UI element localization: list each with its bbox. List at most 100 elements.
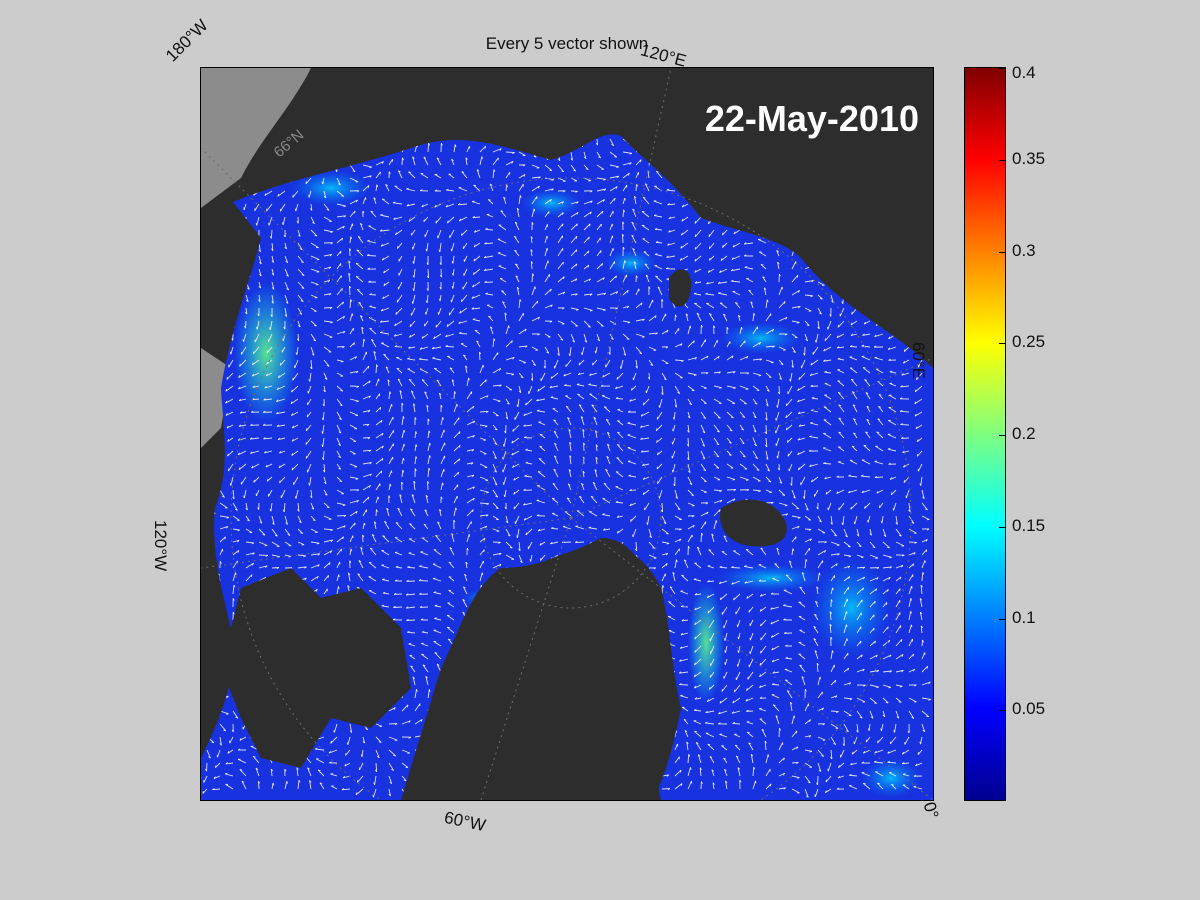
vector-arrow-head <box>358 236 361 238</box>
vector-arrow <box>675 94 680 100</box>
vector-arrow <box>336 190 345 197</box>
vector-arrow-head <box>640 437 643 440</box>
vector-arrow <box>452 255 455 264</box>
vector-arrow <box>916 164 923 173</box>
vector-arrow-head <box>259 274 262 277</box>
vector-arrow <box>402 87 407 94</box>
vector-arrow <box>862 367 871 374</box>
vector-arrow-head <box>536 85 538 86</box>
vector-arrow-head <box>645 274 649 277</box>
vector-arrow <box>401 429 405 439</box>
vector-arrow-head <box>253 479 255 483</box>
vector-arrow <box>479 424 488 427</box>
vector-arrow-head <box>236 287 240 290</box>
vector-arrow-head <box>627 172 630 176</box>
vector-arrow <box>381 307 390 312</box>
vector-arrow <box>760 264 767 270</box>
vector-arrow <box>361 113 363 119</box>
vector-arrow-head <box>524 474 527 477</box>
vector-arrow <box>759 251 767 257</box>
vector-arrow <box>478 352 481 361</box>
vector-arrow-head <box>338 467 342 470</box>
vector-arrow-head <box>266 361 269 365</box>
vector-arrow <box>323 253 333 257</box>
vector-arrow-head <box>324 377 328 380</box>
vector-arrow <box>866 405 871 413</box>
vector-arrow-head <box>617 431 620 434</box>
vector-arrow <box>861 345 871 348</box>
vector-arrow-head <box>376 364 379 368</box>
vector-arrow <box>453 444 461 452</box>
vector-arrow <box>791 489 796 499</box>
vector-arrow <box>776 250 780 257</box>
vector-arrow <box>605 469 611 478</box>
vector-arrow <box>323 203 330 211</box>
vector-arrow-head <box>716 443 720 446</box>
vector-arrow-head <box>363 144 367 147</box>
vector-arrow-head <box>740 79 741 81</box>
vector-arrow-head <box>830 522 833 525</box>
vector-arrow <box>563 372 572 377</box>
vector-arrow <box>467 100 474 106</box>
vector-arrow-head <box>291 438 294 442</box>
vector-arrow-head <box>652 79 654 80</box>
vector-arrow-head <box>389 92 391 94</box>
vector-arrow <box>830 587 834 595</box>
vector-arrow-head <box>706 193 709 196</box>
vector-arrow <box>901 70 909 74</box>
vector-arrow-head <box>694 206 697 210</box>
vector-arrow-head <box>552 129 553 131</box>
vector-arrow-head <box>587 250 590 254</box>
vector-arrow <box>502 87 506 92</box>
vector-arrow <box>447 216 455 224</box>
vector-arrow-head <box>658 405 661 408</box>
vector-arrow <box>641 211 650 218</box>
vector-arrow <box>671 450 676 459</box>
vector-arrow <box>890 177 897 183</box>
vector-arrow-head <box>575 236 578 239</box>
vector-arrow-head <box>702 444 705 447</box>
vector-arrow-head <box>703 480 707 483</box>
vector-arrow <box>601 372 611 378</box>
vector-arrow-head <box>703 417 706 419</box>
vector-arrow <box>406 619 416 621</box>
vector-arrow <box>837 369 845 374</box>
vector-arrow <box>355 262 364 270</box>
vector-arrow-head <box>247 274 251 278</box>
vector-arrow-head <box>498 541 501 544</box>
vector-arrow <box>219 294 228 300</box>
vector-arrow <box>393 202 403 205</box>
vector-arrow-head <box>480 94 482 96</box>
vector-arrow-head <box>901 554 905 557</box>
vector-arrow <box>415 100 423 104</box>
vector-arrow-head <box>825 89 826 91</box>
vector-arrow <box>423 156 429 166</box>
vector-arrow-head <box>913 72 915 73</box>
vector-arrow <box>557 177 566 182</box>
vector-arrow-head <box>343 515 347 518</box>
vector-arrow <box>454 100 462 104</box>
vector-arrow <box>609 235 613 244</box>
vector-arrow <box>595 346 598 354</box>
vector-arrow <box>640 437 650 440</box>
vector-arrow <box>539 113 545 116</box>
vector-arrow-head <box>823 359 826 362</box>
vector-arrow <box>779 72 787 74</box>
vector-arrow-head <box>481 156 483 159</box>
vector-arrow <box>622 172 630 179</box>
vector-arrow <box>763 287 767 296</box>
vector-arrow-head <box>708 549 712 551</box>
vector-arrow <box>648 134 656 140</box>
vector-arrow-head <box>413 480 416 484</box>
vector-arrow <box>861 459 871 465</box>
vector-arrow <box>731 268 741 272</box>
vector-arrow <box>805 74 809 82</box>
vector-arrow <box>550 372 559 379</box>
vector-arrow <box>895 576 902 582</box>
vector-arrow-head <box>245 311 248 315</box>
vector-arrow <box>440 455 446 465</box>
vector-arrow-head <box>252 552 255 555</box>
vector-arrow <box>297 268 305 276</box>
vector-arrow-head <box>609 130 610 132</box>
vector-arrow <box>255 489 260 497</box>
